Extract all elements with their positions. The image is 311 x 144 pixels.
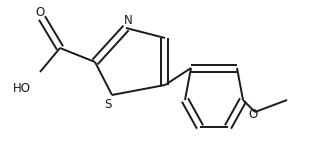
Text: S: S — [104, 98, 112, 111]
Text: N: N — [124, 14, 132, 26]
Text: O: O — [248, 108, 258, 122]
Text: HO: HO — [13, 82, 31, 94]
Text: O: O — [35, 6, 44, 19]
